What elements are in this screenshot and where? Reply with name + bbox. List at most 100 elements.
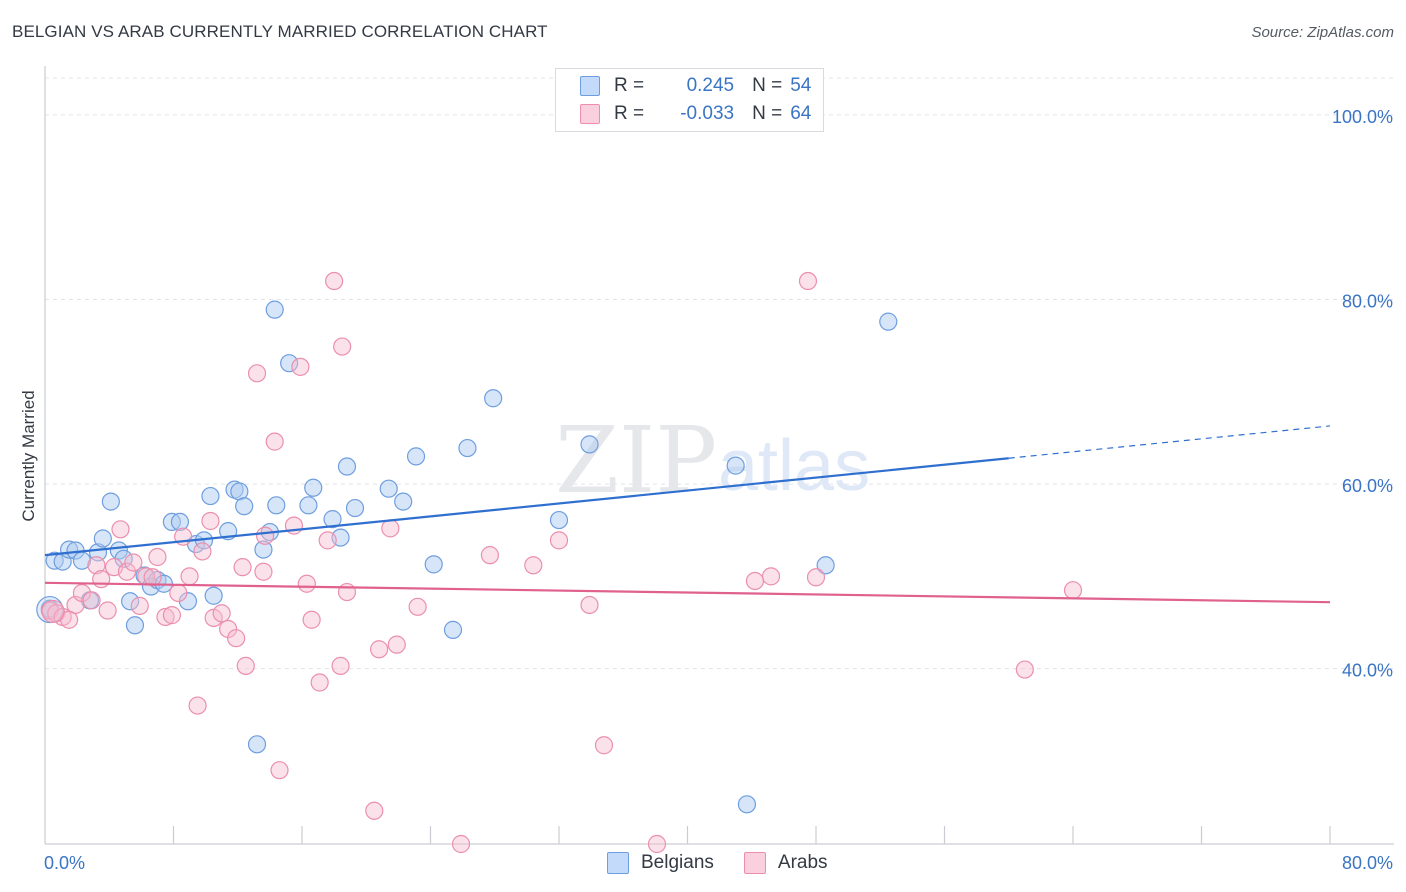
y-tick-label: 60.0% (1342, 476, 1393, 496)
belgian-point (280, 354, 299, 373)
arabs-label: Arabs (777, 852, 828, 873)
belgian-point (443, 620, 463, 639)
legend-row-arabs: R = -0.033 N = 64 (580, 101, 811, 127)
belgian-point (345, 498, 365, 518)
arab-point (381, 519, 400, 538)
axes (44, 66, 1394, 845)
y-tick-label: 100.0% (1332, 107, 1393, 127)
arab-point (193, 542, 212, 561)
arab-point (124, 553, 143, 572)
grid-lines (45, 77, 1394, 670)
belgians-label: Belgians (641, 852, 714, 873)
arab-point (1063, 581, 1083, 600)
arab-point (87, 556, 106, 575)
arab-point (594, 736, 614, 755)
belgian-points (36, 300, 898, 814)
source-label: Source: ZipAtlas.com (1251, 24, 1394, 41)
arab-trend-line (44, 581, 1331, 604)
belgian-point (93, 529, 112, 548)
arab-point (148, 547, 167, 567)
belgian-point (170, 512, 190, 532)
arab-point (798, 271, 818, 291)
arab-point (647, 834, 667, 854)
arab-point (365, 801, 384, 820)
arab-point (761, 567, 781, 586)
axis-labels: 40.0% 60.0% 80.0% 100.0% 0.0% 80.0% (44, 107, 1393, 873)
arab-r-value: -0.033 (680, 103, 735, 124)
correlation-legend: R = 0.245 N = 54 R = -0.033 N = 64 (555, 68, 824, 132)
belgian-r-value: 0.245 (686, 75, 735, 96)
arab-point (143, 568, 162, 587)
belgian-point (879, 312, 898, 331)
belgian-trend-line (44, 457, 1009, 557)
x-tick-label: 0.0% (44, 853, 85, 873)
belgian-point (323, 510, 342, 529)
arab-point (201, 511, 220, 531)
belgian-point (304, 478, 323, 497)
arab-point (227, 629, 246, 648)
belgian-point (424, 555, 443, 574)
watermark-zip: ZIP (555, 407, 717, 514)
arab-point (480, 546, 500, 565)
arab-point (188, 696, 207, 715)
trend-lines (44, 425, 1331, 604)
arab-point (92, 570, 111, 589)
chart-title: BELGIAN VS ARAB CURRENTLY MARRIED CORREL… (12, 22, 548, 41)
belgian-point (458, 438, 477, 458)
arab-point (254, 562, 273, 581)
arab-point (270, 761, 289, 780)
belgian-point (121, 592, 140, 611)
belgian-point (406, 447, 426, 466)
belgian-trend-extension (1008, 425, 1331, 459)
belgian-point (125, 616, 145, 635)
arab-point (265, 432, 284, 451)
arab-point (156, 607, 175, 627)
arab-point (297, 574, 316, 593)
belgian-point (816, 556, 835, 575)
arab-point (370, 640, 389, 659)
arab-point (82, 591, 101, 610)
belgian-point (337, 457, 357, 476)
belgian-point (267, 496, 286, 515)
arab-point (806, 568, 826, 587)
arab-n-value: 64 (790, 103, 812, 124)
belgian-point (726, 456, 745, 475)
belgian-point (235, 497, 254, 516)
y-axis-title: Currently Married (19, 390, 38, 521)
n-label: N = (752, 103, 783, 124)
arab-point (1015, 660, 1034, 679)
legend-item-arabs[interactable]: Arabs (743, 852, 828, 874)
r-label: R = (614, 103, 645, 124)
arab-point (169, 583, 188, 603)
arab-point (387, 635, 406, 654)
arab-point (310, 673, 329, 692)
arab-point (302, 610, 321, 629)
belgian-point (247, 735, 267, 754)
arab-point (291, 357, 310, 376)
arab-point (318, 531, 337, 550)
legend-row-belgians: R = 0.245 N = 54 (580, 73, 811, 99)
r-label: R = (614, 75, 645, 96)
belgian-point (101, 492, 120, 511)
arab-point (236, 656, 255, 675)
belgian-point (394, 492, 413, 511)
belgian-swatch (580, 76, 600, 96)
arab-point (117, 562, 137, 581)
arab-point (111, 520, 130, 539)
legend-item-belgians[interactable]: Belgians (607, 852, 714, 874)
arab-point (233, 558, 252, 577)
arab-point (325, 271, 344, 291)
belgian-point (379, 479, 398, 498)
x-tick-label: 80.0% (1342, 853, 1393, 873)
belgians-swatch (607, 852, 629, 874)
arab-point (524, 556, 543, 575)
arab-point (247, 364, 267, 383)
arab-point (745, 571, 765, 591)
arab-point (98, 601, 117, 620)
arab-point (549, 531, 569, 550)
arab-point (162, 606, 181, 625)
belgian-point (265, 300, 284, 319)
arab-points (40, 271, 1083, 854)
series-legend: Belgians Arabs (607, 852, 858, 874)
arab-point (451, 834, 471, 854)
